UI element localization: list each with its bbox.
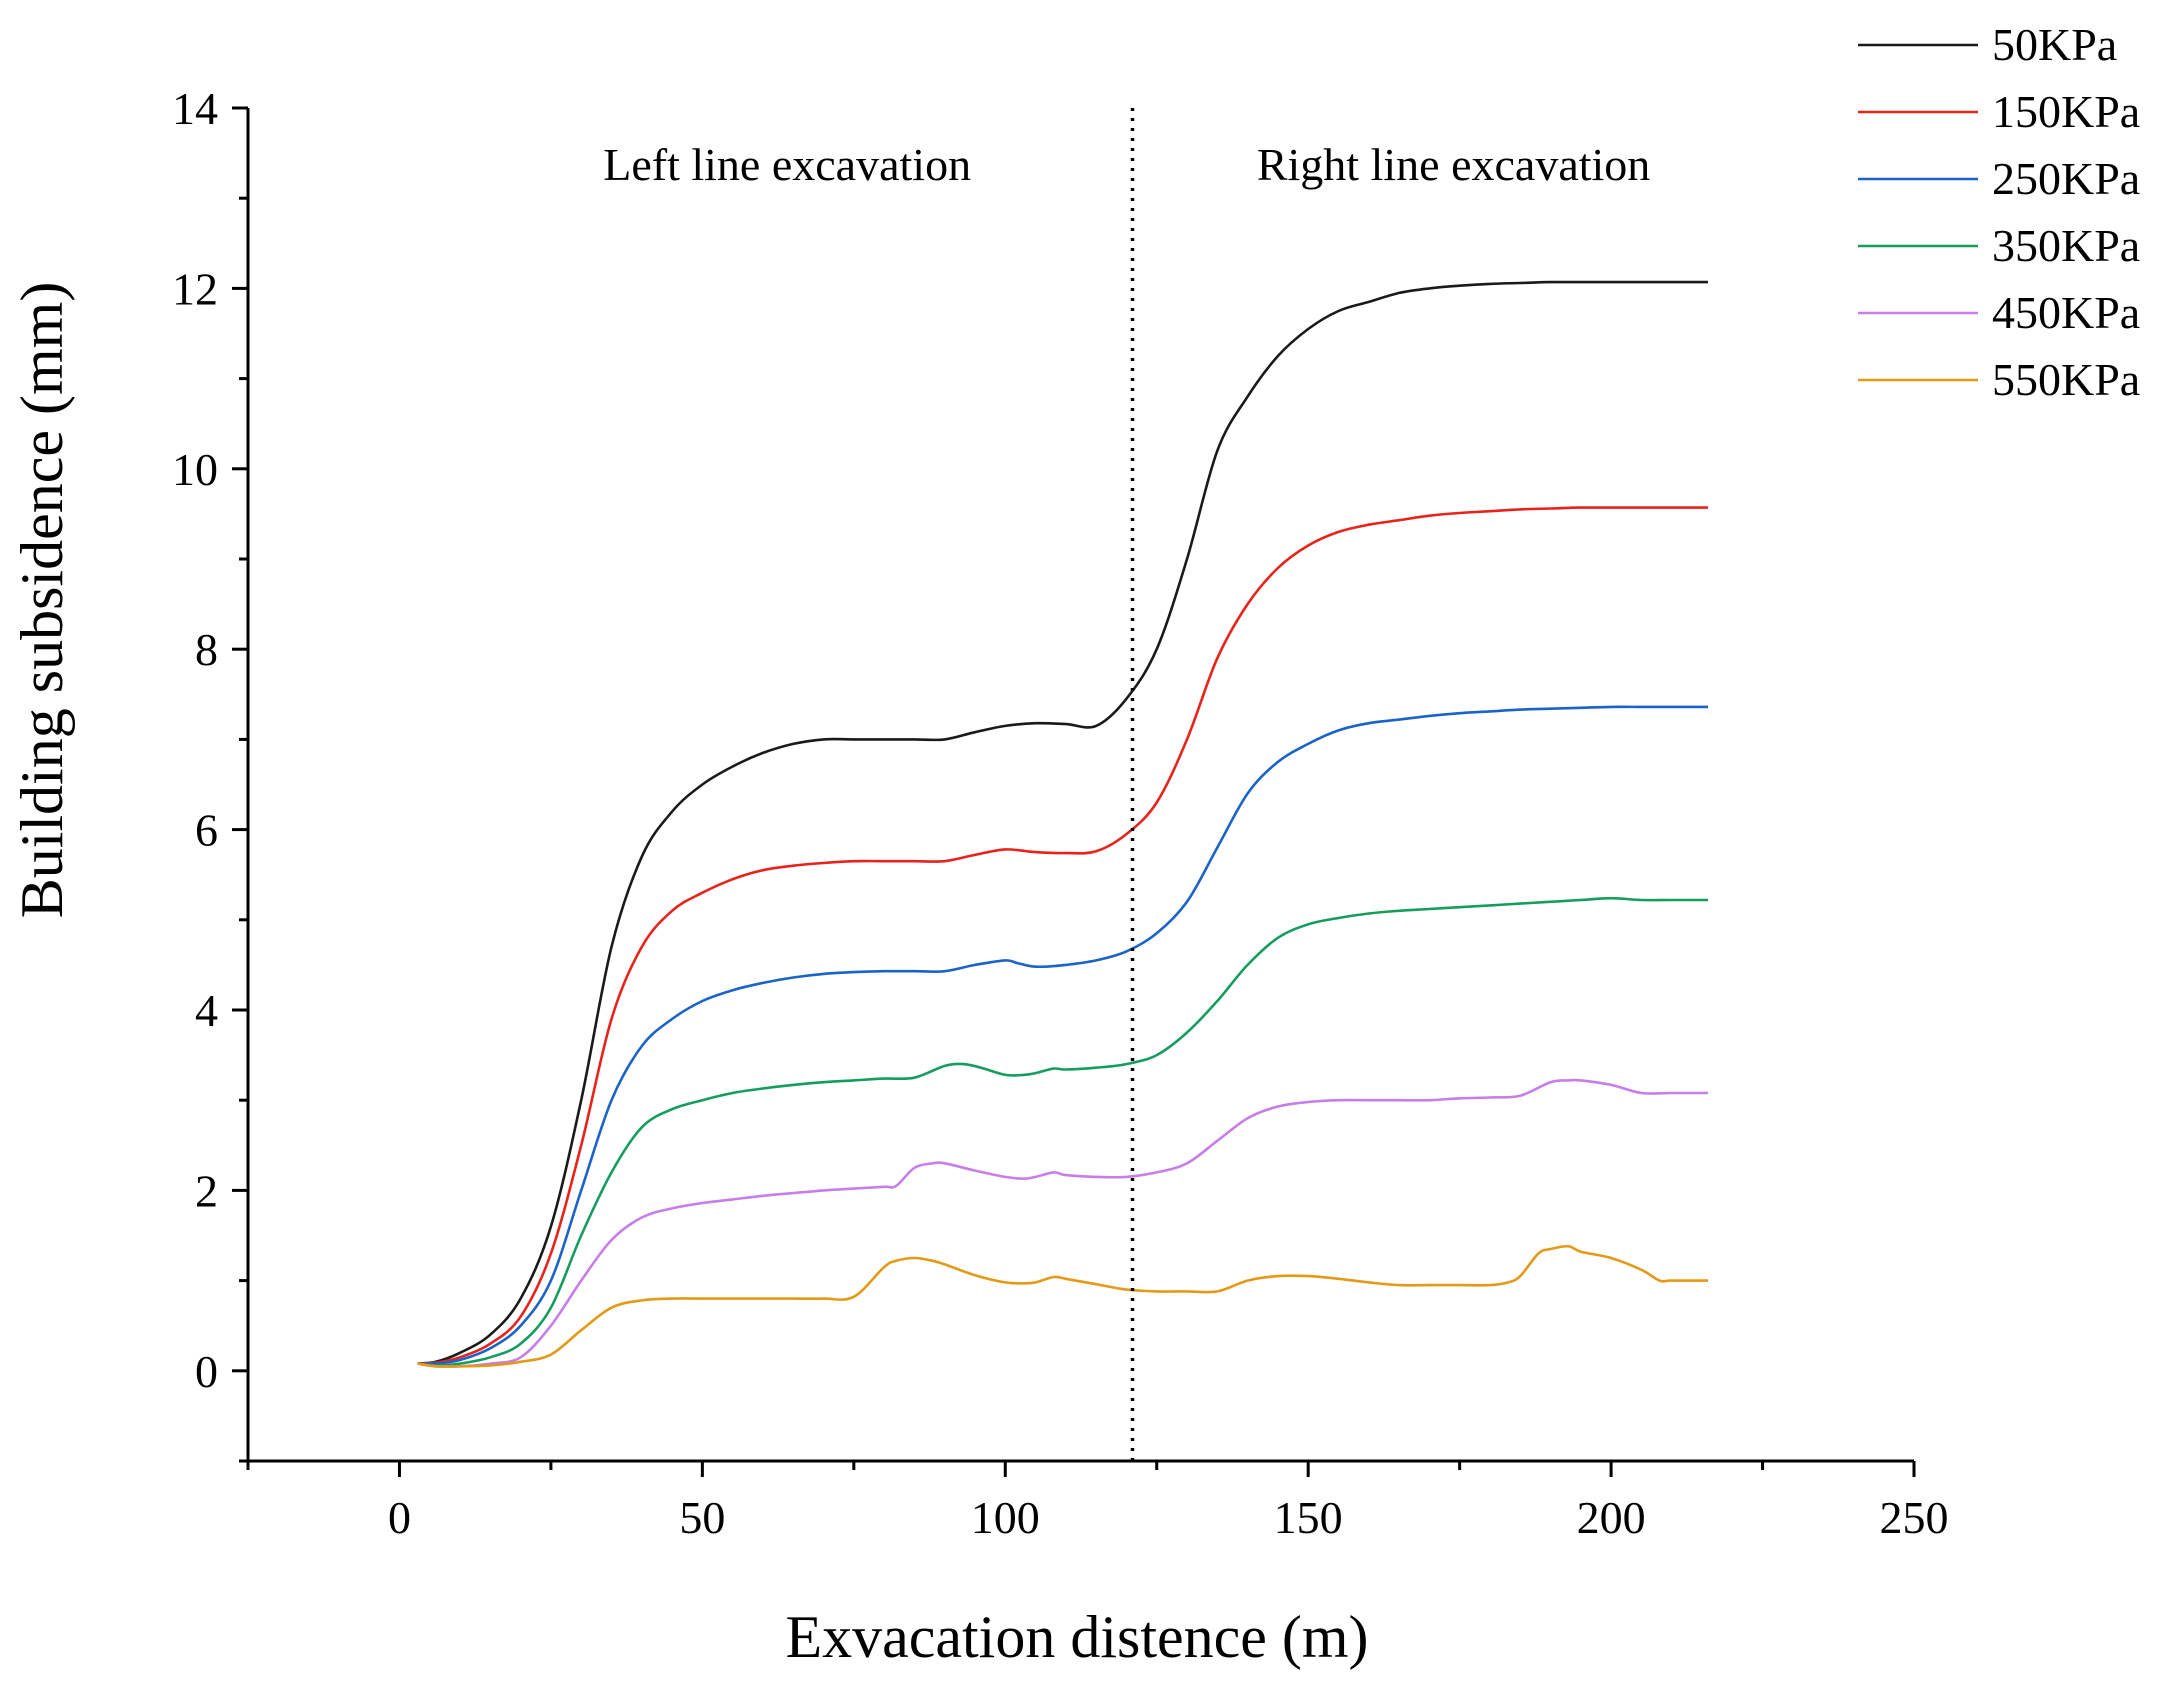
x-tick-label: 50	[679, 1492, 725, 1543]
legend-label-250KPa: 250KPa	[1992, 153, 2140, 204]
annotation-left-line: Left line excavation	[603, 139, 971, 190]
y-axis-title: Building subsidence (mm)	[9, 282, 75, 919]
axes	[246, 108, 1914, 1463]
legend-label-350KPa: 350KPa	[1992, 220, 2140, 271]
legend-label-550KPa: 550KPa	[1992, 354, 2140, 405]
legend-label-450KPa: 450KPa	[1992, 287, 2140, 338]
x-tick-label: 100	[971, 1492, 1040, 1543]
plot-lines	[417, 280, 1708, 1368]
x-tick-label: 250	[1880, 1492, 1949, 1543]
series-line-450KPa	[417, 1078, 1708, 1368]
y-tick-label: 4	[195, 985, 218, 1036]
series-line-250KPa	[417, 705, 1708, 1366]
x-tick-label: 0	[388, 1492, 411, 1543]
y-tick-label: 12	[172, 263, 218, 314]
y-tick-label: 10	[172, 444, 218, 495]
x-axis-title: Exvacation distence (m)	[785, 1604, 1368, 1670]
series-line-150KPa	[417, 506, 1708, 1365]
y-tick-label: 0	[195, 1346, 218, 1397]
series-line-550KPa	[417, 1244, 1708, 1368]
y-tick-label: 8	[195, 624, 218, 675]
series-line-50KPa	[417, 280, 1708, 1365]
legend-label-50KPa: 50KPa	[1992, 19, 2117, 70]
x-tick-label: 150	[1274, 1492, 1343, 1543]
x-tick-label: 200	[1577, 1492, 1646, 1543]
legend-label-150KPa: 150KPa	[1992, 86, 2140, 137]
annotation-right-line: Right line excavation	[1257, 139, 1650, 190]
y-tick-label: 2	[195, 1165, 218, 1216]
y-tick-label: 6	[195, 805, 218, 856]
legend: 50KPa 150KPa 250KPa 350KPa 450KPa 550KPa	[1858, 19, 2140, 405]
series-line-350KPa	[417, 896, 1708, 1367]
ticks: 0 50 100 150 200 250 0 2 4 6 8 10 12 14	[172, 83, 1949, 1543]
y-tick-label: 14	[172, 83, 218, 134]
annotations: Left line excavation Right line excavati…	[603, 139, 1650, 190]
